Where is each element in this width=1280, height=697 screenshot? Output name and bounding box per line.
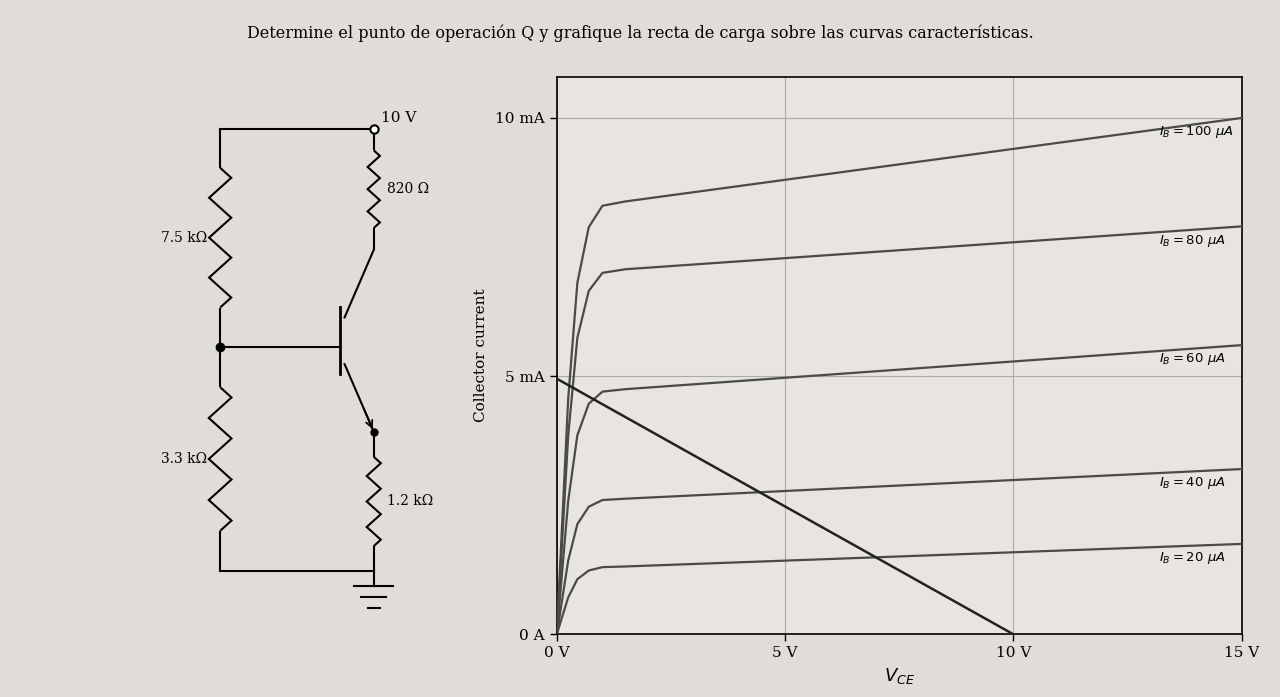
Text: Determine el punto de operación Q y grafique la recta de carga sobre las curvas : Determine el punto de operación Q y graf… bbox=[247, 24, 1033, 42]
Y-axis label: Collector current: Collector current bbox=[475, 289, 488, 422]
Text: $I_B = 60\ \mu A$: $I_B = 60\ \mu A$ bbox=[1160, 351, 1226, 367]
Text: 10 V: 10 V bbox=[381, 112, 417, 125]
Text: $I_B = 80\ \mu A$: $I_B = 80\ \mu A$ bbox=[1160, 233, 1226, 249]
Text: $I_B = 100\ \mu A$: $I_B = 100\ \mu A$ bbox=[1160, 124, 1234, 140]
Text: 1.2 kΩ: 1.2 kΩ bbox=[387, 494, 433, 508]
Text: $I_B = 20\ \mu A$: $I_B = 20\ \mu A$ bbox=[1160, 550, 1226, 566]
Text: 3.3 kΩ: 3.3 kΩ bbox=[161, 452, 207, 466]
Text: $I_B = 40\ \mu A$: $I_B = 40\ \mu A$ bbox=[1160, 475, 1226, 491]
X-axis label: $V_{CE}$: $V_{CE}$ bbox=[883, 666, 915, 686]
Text: 7.5 kΩ: 7.5 kΩ bbox=[161, 231, 207, 245]
Text: 820 Ω: 820 Ω bbox=[387, 182, 429, 196]
